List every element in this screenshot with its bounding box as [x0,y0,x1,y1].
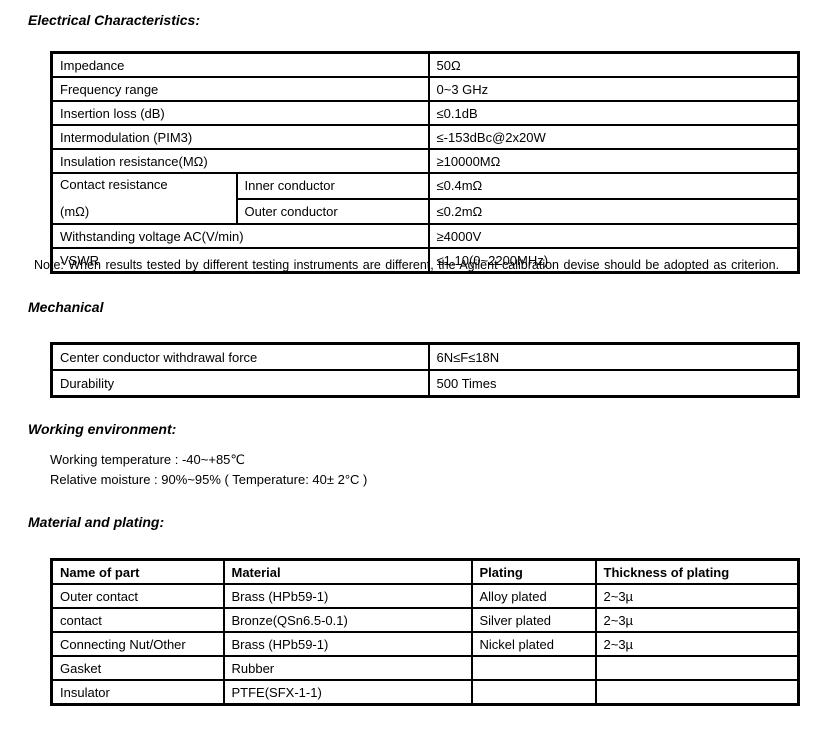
table-row: Outer conductor ≤0.2mΩ [52,197,800,225]
contact-resistance-label-line1: Contact resistance [60,177,168,192]
thickness-cell: 2~3µ [594,631,800,657]
part-cell: Outer contact [50,583,225,609]
plating-cell: Silver plated [470,607,597,633]
part-cell: Connecting Nut/Other [50,631,225,657]
spec-label-cell: Insertion loss (dB) [50,100,430,126]
spec-value-cell: ≤0.4mΩ [427,172,800,200]
calibration-note: Note: When results tested by different t… [34,258,780,272]
section-title-material-plating: Material and plating: [28,514,165,530]
table-row: Insertion loss (dB) ≤0.1dB [50,100,800,126]
table-row: Center conductor withdrawal force 6N≤F≤1… [50,342,800,371]
header-thickness: Thickness of plating [594,558,800,585]
spec-value-cell: ≤0.2mΩ [427,197,800,225]
mechanical-table: Center conductor withdrawal force 6N≤F≤1… [50,342,800,398]
section-title-electrical: Electrical Characteristics: [28,12,200,28]
section-title-mechanical: Mechanical [28,299,104,315]
header-name-of-part: Name of part [50,558,225,585]
part-cell: Gasket [50,655,225,681]
spec-sublabel-cell: Inner conductor [235,172,430,200]
spec-value-cell: ≤0.1dB [427,100,800,126]
spec-value-cell: 6N≤F≤18N [427,342,800,371]
spec-value-cell: 50Ω [427,51,800,78]
table-row: Intermodulation (PIM3) ≤-153dBc@2x20W [50,124,800,150]
spec-value-cell: ≥10000MΩ [427,148,800,174]
thickness-cell: 2~3µ [594,583,800,609]
spec-label-cell: Intermodulation (PIM3) [50,124,430,150]
contact-resistance-merged-cell: Contact resistance (mΩ) [50,172,238,225]
table-header-row: Name of part Material Plating Thickness … [50,558,800,585]
table-row: Outer contact Brass (HPb59-1) Alloy plat… [50,583,800,609]
plating-cell: Nickel plated [470,631,597,657]
section-title-working-environment: Working environment: [28,421,177,437]
spec-value-cell: ≥4000V [427,223,800,249]
spec-label-cell: Durability [50,369,430,398]
plating-cell: Alloy plated [470,583,597,609]
spec-value-cell: ≤-153dBc@2x20W [427,124,800,150]
material-cell: Rubber [222,655,473,681]
plating-cell [470,655,597,681]
table-row: Gasket Rubber [50,655,800,681]
thickness-cell [594,679,800,706]
table-row: Insulator PTFE(SFX-1-1) [50,679,800,706]
table-row: VSWR ≤1.10(0~2200MHz) [50,247,800,274]
table-row: Durability 500 Times [50,369,800,398]
contact-resistance-label-line2: (mΩ) [60,204,90,219]
spec-label-cell: Impedance [50,51,430,78]
part-cell: Insulator [50,679,225,706]
spec-value-cell: 0~3 GHz [427,76,800,102]
thickness-cell [594,655,800,681]
relative-moisture-line: Relative moisture : 90%~95% ( Temperatur… [50,472,368,487]
spec-label-cell: Insulation resistance(MΩ) [50,148,430,174]
plating-cell [470,679,597,706]
table-row: Contact resistance (mΩ) Inner conductor … [50,172,800,225]
spec-label-cell: Center conductor withdrawal force [50,342,430,371]
spec-sublabel-cell: Outer conductor [235,197,430,225]
table-row: Frequency range 0~3 GHz [50,76,800,102]
table-row: Withstanding voltage AC(V/min) ≥4000V [50,223,800,249]
working-environment-text: Working temperature : -40~+85℃ Relative … [50,450,367,490]
table-row: Impedance 50Ω [50,51,800,78]
header-plating: Plating [470,558,597,585]
table-row: Insulation resistance(MΩ) ≥10000MΩ [50,148,800,174]
spec-label-cell: Frequency range [50,76,430,102]
material-plating-table: Name of part Material Plating Thickness … [50,558,800,706]
working-temperature-line: Working temperature : -40~+85℃ [50,452,246,467]
spec-label-cell: VSWR [50,247,430,274]
electrical-characteristics-table: Impedance 50Ω Frequency range 0~3 GHz In… [50,51,801,274]
table-row: Connecting Nut/Other Brass (HPb59-1) Nic… [50,631,800,657]
material-cell: Brass (HPb59-1) [222,583,473,609]
header-material: Material [222,558,473,585]
table-row: contact Bronze(QSn6.5-0.1) Silver plated… [50,607,800,633]
thickness-cell: 2~3µ [594,607,800,633]
part-cell: contact [50,607,225,633]
material-cell: Bronze(QSn6.5-0.1) [222,607,473,633]
material-cell: PTFE(SFX-1-1) [222,679,473,706]
spec-value-cell: ≤1.10(0~2200MHz) [427,247,800,274]
spec-label-cell: Withstanding voltage AC(V/min) [50,223,430,249]
material-cell: Brass (HPb59-1) [222,631,473,657]
spec-value-cell: 500 Times [427,369,800,398]
